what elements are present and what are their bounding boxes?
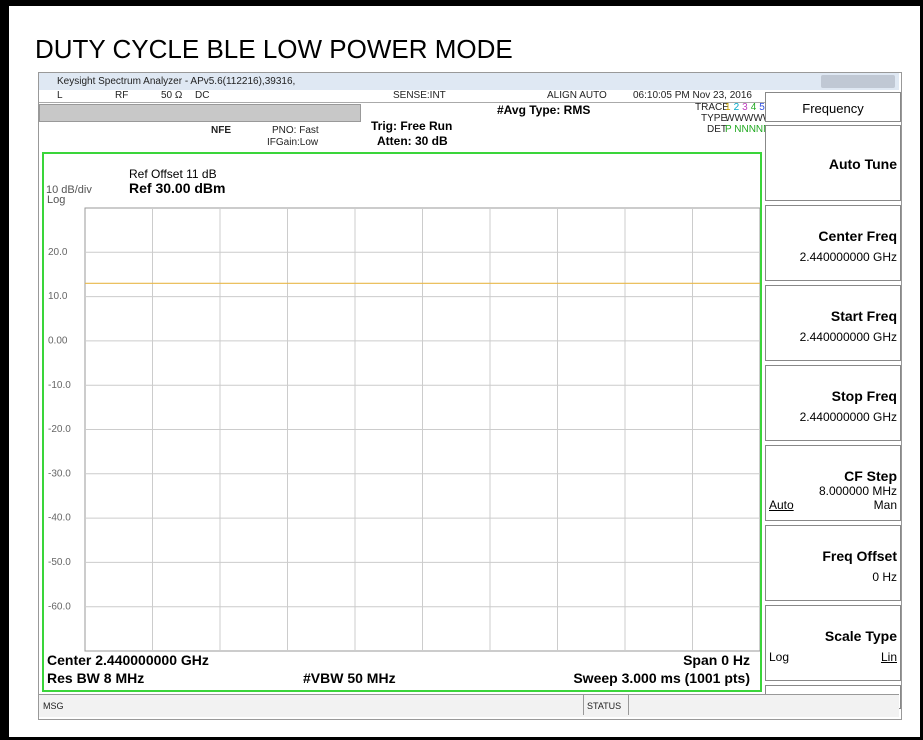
window-controls[interactable]	[821, 75, 895, 88]
y-tick-label: -50.0	[48, 557, 71, 568]
softkey-option[interactable]: Lin	[880, 650, 897, 664]
softkey-value: 0 Hz	[872, 570, 897, 584]
softkey[interactable]: Stop Freq 2.440000000 GHz	[765, 365, 901, 441]
ref-offset: Ref Offset 11 dB	[129, 167, 217, 181]
softkey-value: 2.440000000 GHz	[799, 410, 897, 424]
plot-frame	[42, 152, 762, 692]
status-mode: L	[57, 90, 63, 101]
atten: Atten: 30 dB	[377, 134, 448, 148]
softkey-label: CF Step	[844, 468, 897, 484]
trace-number: 5	[759, 102, 765, 113]
type-label: TYPE	[701, 113, 728, 124]
plot: 20.0 10.0 0.00 -10.0 -20.0 -30.0 -40.0 -50.0 -60…	[48, 207, 760, 652]
span: Span 0 Hz	[683, 652, 750, 668]
status-datetime: 06:10:05 PM Nov 23, 2016	[633, 90, 752, 101]
ref-level: Ref 30.00 dBm	[129, 180, 226, 196]
pno: PNO: Fast	[272, 125, 319, 136]
center-freq: Center 2.440000000 GHz	[47, 652, 209, 668]
y-tick-label: -20.0	[48, 424, 71, 435]
y-tick-label: -30.0	[48, 468, 71, 479]
y-tick-label: -10.0	[48, 380, 71, 391]
status-input: RF	[115, 90, 129, 101]
rbw: Res BW 8 MHz	[47, 670, 145, 686]
status-coupling: DC	[195, 90, 210, 101]
nfe: NFE	[211, 125, 231, 136]
softkey[interactable]: Freq Offset 0 Hz	[765, 525, 901, 601]
sweep: Sweep 3.000 ms (1001 pts)	[573, 670, 750, 686]
trig: Trig: Free Run	[371, 119, 453, 133]
softkey[interactable]: Start Freq 2.440000000 GHz	[765, 285, 901, 361]
page-title: DUTY CYCLE BLE LOW POWER MODE	[35, 34, 513, 64]
status-box	[583, 695, 629, 715]
msg: MSG	[43, 701, 64, 711]
y-tick-label: -60.0	[48, 601, 71, 612]
trace-number: 4	[750, 102, 757, 113]
softkey-value: 8.000000 MHz	[818, 484, 897, 498]
det-value: P NNNNN	[725, 124, 771, 135]
softkey-option[interactable]: Man	[873, 498, 897, 512]
status-sense: SENSE:INT	[393, 90, 446, 101]
trace-number: 3	[742, 102, 748, 113]
avg-type: #Avg Type: RMS	[497, 103, 591, 117]
y-tick-label: 0.00	[48, 336, 68, 347]
trace-number: 1	[725, 102, 731, 113]
softkey-option[interactable]: Auto	[769, 498, 794, 512]
y-tick-label: 20.0	[48, 247, 68, 258]
menu-title: Frequency	[802, 101, 864, 116]
ifgain: IFGain:Low	[267, 137, 319, 148]
footer-bar	[39, 694, 899, 717]
scale-type: Log	[47, 194, 66, 206]
softkey-label: Start Freq	[830, 308, 897, 324]
softkey[interactable]: CF Step 8.000000 MHz Auto Man	[765, 445, 901, 521]
y-tick-label: -40.0	[48, 513, 71, 524]
title-bar	[39, 73, 899, 90]
softkey-label: Freq Offset	[822, 548, 897, 564]
window-title: Keysight Spectrum Analyzer - APv5.6(1122…	[57, 76, 296, 87]
status-impedance: 50 Ω	[161, 90, 183, 101]
scale-per-div: 10 dB/div	[46, 184, 92, 196]
softkey-label: Center Freq	[818, 228, 897, 244]
trace-label: TRACE	[695, 102, 729, 113]
softkey-value: 2.440000000 GHz	[799, 250, 897, 264]
trace-number: 2	[733, 102, 740, 113]
softkey-value: 2.440000000 GHz	[799, 330, 897, 344]
softkey[interactable]: Center Freq 2.440000000 GHz	[765, 205, 901, 281]
status-row	[39, 90, 765, 103]
softkey-label: Scale Type	[824, 628, 897, 644]
window	[38, 72, 902, 720]
type-value: WWWWWW	[725, 113, 782, 124]
softkey-menu: Frequency	[765, 92, 901, 122]
softkey-label: Auto Tune	[828, 156, 897, 172]
status-align: ALIGN AUTO	[547, 90, 607, 101]
vbw: #VBW 50 MHz	[303, 670, 396, 686]
det-label: DET	[707, 124, 727, 135]
y-tick-label: 10.0	[48, 291, 68, 302]
softkey[interactable]: Auto Tune	[765, 125, 901, 201]
softkey[interactable]: Scale Type Log Lin	[765, 605, 901, 681]
softkey-label: Stop Freq	[831, 388, 897, 404]
softkey-option[interactable]: Log	[769, 650, 790, 664]
message-bar	[39, 104, 361, 122]
status: STATUS	[587, 701, 622, 711]
